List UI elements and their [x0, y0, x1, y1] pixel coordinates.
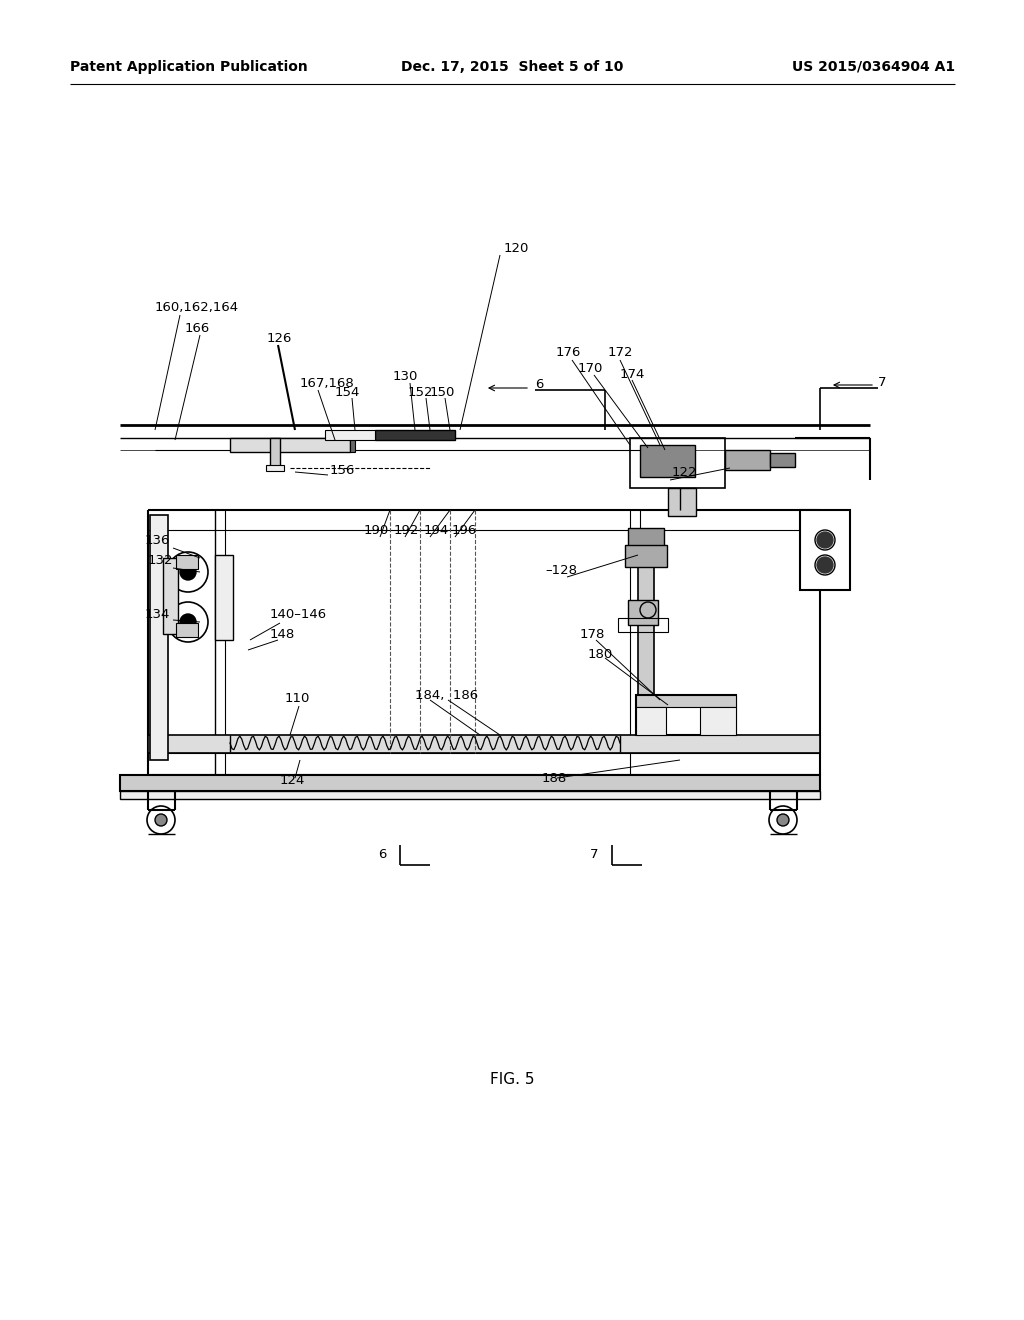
- Text: –128: –128: [545, 564, 577, 577]
- Circle shape: [817, 557, 833, 573]
- Bar: [636, 696, 736, 735]
- Text: 132: 132: [148, 553, 173, 566]
- Text: 184,  186: 184, 186: [415, 689, 478, 701]
- Bar: [800, 510, 850, 590]
- Bar: [628, 601, 658, 624]
- Text: 178: 178: [580, 628, 605, 642]
- Text: 7: 7: [878, 375, 887, 388]
- Text: FIG. 5: FIG. 5: [489, 1072, 535, 1088]
- Text: 124: 124: [280, 774, 305, 787]
- Text: 166: 166: [185, 322, 210, 334]
- Text: 180: 180: [588, 648, 613, 661]
- Text: 126: 126: [267, 331, 293, 345]
- Text: Patent Application Publication: Patent Application Publication: [70, 59, 308, 74]
- Bar: [270, 438, 280, 469]
- Bar: [725, 450, 770, 470]
- Text: 190: 190: [364, 524, 389, 536]
- Text: 7: 7: [590, 849, 598, 862]
- Bar: [638, 531, 654, 696]
- Text: 174: 174: [620, 368, 645, 381]
- Bar: [325, 430, 375, 440]
- Bar: [618, 618, 668, 632]
- Text: 122: 122: [672, 466, 697, 479]
- Text: 6: 6: [378, 849, 386, 862]
- Bar: [120, 775, 820, 791]
- Bar: [770, 453, 795, 467]
- Text: 134: 134: [145, 609, 170, 622]
- Text: 148: 148: [270, 628, 295, 642]
- Bar: [630, 438, 725, 488]
- Bar: [640, 445, 695, 477]
- Text: 176: 176: [556, 346, 582, 359]
- Text: 150: 150: [430, 387, 456, 400]
- Text: 136: 136: [145, 533, 170, 546]
- Text: 196: 196: [452, 524, 477, 536]
- Text: US 2015/0364904 A1: US 2015/0364904 A1: [792, 59, 955, 74]
- Bar: [350, 438, 355, 451]
- Text: 167,168: 167,168: [300, 376, 354, 389]
- Bar: [230, 438, 350, 451]
- Text: 130: 130: [393, 370, 419, 383]
- Bar: [176, 554, 198, 569]
- Text: 160,162,164: 160,162,164: [155, 301, 240, 314]
- Bar: [266, 465, 284, 471]
- Bar: [700, 708, 736, 735]
- Bar: [636, 708, 666, 735]
- Bar: [375, 430, 455, 440]
- Bar: [215, 554, 233, 640]
- Bar: [176, 623, 198, 638]
- Circle shape: [155, 814, 167, 826]
- Text: 6: 6: [535, 379, 544, 392]
- Text: 172: 172: [608, 346, 634, 359]
- Bar: [636, 696, 736, 708]
- Bar: [625, 545, 667, 568]
- Bar: [148, 735, 820, 752]
- Bar: [150, 515, 168, 760]
- Text: 194: 194: [424, 524, 450, 536]
- Text: 156: 156: [330, 463, 355, 477]
- Text: 154: 154: [335, 387, 360, 400]
- Circle shape: [180, 614, 196, 630]
- Text: 120: 120: [504, 242, 529, 255]
- Text: 192: 192: [394, 524, 420, 536]
- Text: 152: 152: [408, 387, 433, 400]
- Bar: [668, 488, 696, 516]
- Circle shape: [777, 814, 790, 826]
- Text: Dec. 17, 2015  Sheet 5 of 10: Dec. 17, 2015 Sheet 5 of 10: [400, 59, 624, 74]
- Text: 140–146: 140–146: [270, 609, 327, 622]
- Text: 188: 188: [542, 771, 567, 784]
- Bar: [120, 791, 820, 799]
- Circle shape: [180, 564, 196, 579]
- Bar: [628, 528, 664, 546]
- Text: 170: 170: [578, 362, 603, 375]
- Text: 110: 110: [285, 692, 310, 705]
- Circle shape: [817, 532, 833, 548]
- Bar: [163, 558, 178, 634]
